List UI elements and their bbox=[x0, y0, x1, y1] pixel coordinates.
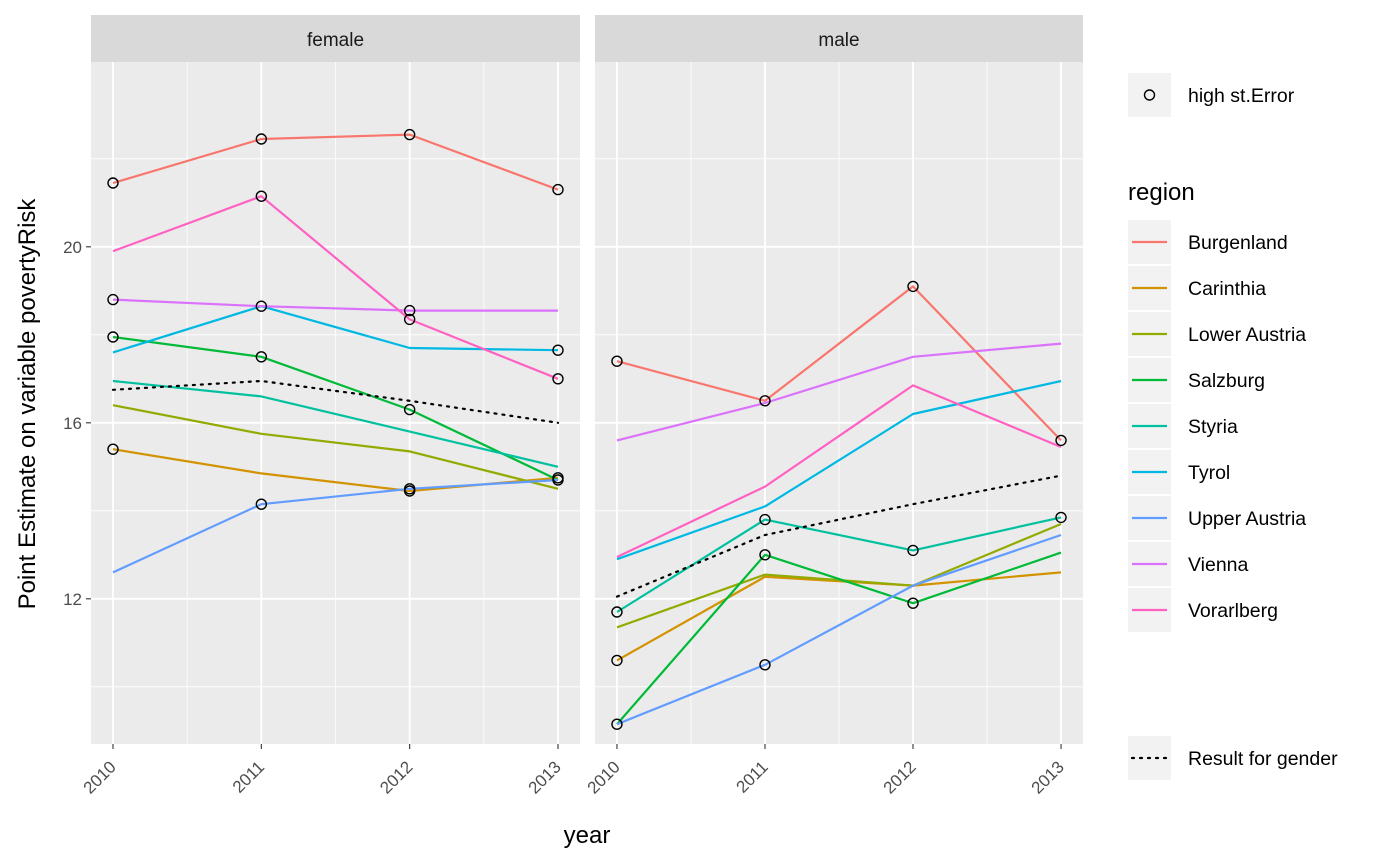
high-st-error-point bbox=[611, 718, 623, 730]
series-line-upper-austria bbox=[616, 533, 1062, 726]
series-line-burgenland bbox=[616, 285, 1062, 442]
high-st-error-point bbox=[403, 483, 416, 495]
overall-line bbox=[615, 474, 1063, 598]
series-line-salzburg bbox=[616, 551, 1062, 725]
high-st-error-point bbox=[255, 190, 268, 202]
high-st-error-point bbox=[759, 513, 771, 526]
series-line-upper-austria bbox=[112, 478, 559, 574]
x-tick-label: 2011 bbox=[229, 757, 268, 796]
facet-strip bbox=[91, 15, 580, 62]
high-st-error-point bbox=[107, 331, 119, 343]
high-st-error-point bbox=[255, 351, 268, 363]
y-axis-title: Point Estimate on variable povertyRisk bbox=[14, 198, 41, 610]
y-tick-label: 20 bbox=[63, 238, 82, 257]
legend-key-background bbox=[1128, 73, 1171, 117]
legend-key-point bbox=[1143, 89, 1156, 101]
high-st-error-point bbox=[907, 597, 919, 609]
facet-strip-label: female bbox=[307, 30, 364, 51]
facet-strip bbox=[595, 15, 1083, 62]
legend-label-result-for-gender: Result for gender bbox=[1188, 748, 1338, 770]
high-st-error-point bbox=[255, 133, 268, 145]
x-tick-label: 2010 bbox=[584, 757, 624, 797]
high-st-error-point bbox=[907, 544, 919, 557]
legend-label-carinthia: Carinthia bbox=[1188, 278, 1266, 300]
legend-label-styria: Styria bbox=[1188, 416, 1238, 438]
high-st-error-point bbox=[611, 606, 623, 618]
facet-male: male bbox=[595, 15, 1083, 744]
high-st-error-point bbox=[552, 183, 564, 196]
high-st-error-point bbox=[255, 300, 268, 312]
high-st-error-point bbox=[255, 498, 268, 510]
facet-strip-label: male bbox=[818, 30, 859, 51]
series-line-vienna bbox=[616, 342, 1062, 442]
series-line-vorarlberg bbox=[616, 384, 1062, 558]
high-st-error-point bbox=[107, 177, 119, 189]
legend-label-vorarlberg: Vorarlberg bbox=[1188, 600, 1278, 622]
high-st-error-point bbox=[611, 355, 623, 367]
high-st-error-point bbox=[403, 128, 416, 141]
high-st-error-point bbox=[552, 474, 564, 486]
high-st-error-point bbox=[107, 443, 119, 455]
high-st-error-point bbox=[759, 659, 771, 671]
high-st-error-point bbox=[611, 654, 623, 667]
legend-label-lower-austria: Lower Austria bbox=[1188, 324, 1306, 346]
series-line-burgenland bbox=[112, 133, 559, 191]
x-axis-title: year bbox=[564, 822, 611, 849]
y-tick-label: 12 bbox=[63, 590, 82, 609]
legend-label-tyrol: Tyrol bbox=[1188, 462, 1230, 484]
series-line-styria bbox=[112, 379, 559, 468]
legend: high st.Error region Burgenland Carinthia Lo… bbox=[1128, 73, 1338, 780]
high-st-error-point bbox=[759, 549, 771, 561]
legend-label-burgenland: Burgenland bbox=[1188, 232, 1288, 254]
high-st-error-point bbox=[107, 293, 119, 306]
series-line-lower-austria bbox=[112, 404, 559, 490]
high-st-error-point bbox=[552, 373, 564, 385]
y-tick-label: 16 bbox=[63, 414, 82, 433]
x-tick-label: 2013 bbox=[1028, 757, 1068, 797]
high-st-error-point bbox=[759, 395, 771, 407]
high-st-error-point bbox=[1055, 511, 1067, 524]
x-tick-label: 2013 bbox=[525, 757, 565, 797]
series-line-vorarlberg bbox=[112, 195, 559, 380]
high-st-error-point bbox=[403, 304, 416, 317]
legend-label-high-st-error: high st.Error bbox=[1188, 85, 1295, 107]
overall-line bbox=[111, 379, 560, 424]
x-tick-label: 2011 bbox=[733, 757, 772, 796]
x-tick-label: 2010 bbox=[80, 757, 120, 797]
x-tick-label: 2012 bbox=[880, 757, 920, 797]
legend-label-vienna: Vienna bbox=[1188, 554, 1249, 576]
legend-label-upper-austria: Upper Austria bbox=[1188, 508, 1306, 530]
facet-female: female bbox=[91, 15, 580, 744]
high-st-error-point bbox=[1055, 434, 1067, 447]
x-tick-label: 2012 bbox=[376, 757, 416, 797]
high-st-error-point bbox=[403, 403, 416, 416]
facet-panels: female male bbox=[91, 15, 1083, 744]
high-st-error-point bbox=[907, 280, 919, 293]
legend-label-salzburg: Salzburg bbox=[1188, 370, 1265, 392]
series-line-vienna bbox=[112, 298, 558, 312]
legend-title-region: region bbox=[1128, 179, 1195, 206]
series-line-salzburg bbox=[112, 335, 559, 481]
high-st-error-point bbox=[403, 313, 416, 326]
series-line-tyrol bbox=[616, 379, 1062, 561]
high-st-error-point bbox=[552, 344, 564, 356]
